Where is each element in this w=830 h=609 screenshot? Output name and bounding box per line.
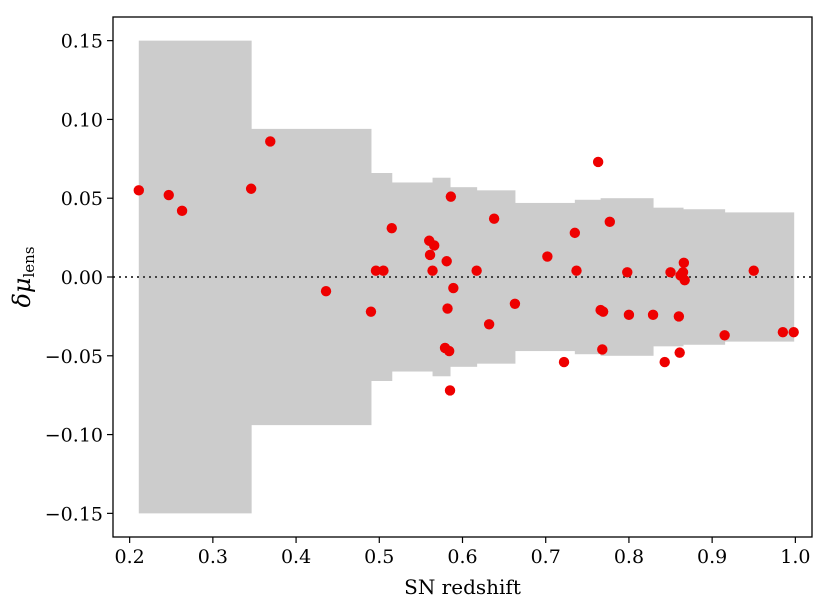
data-point [444, 385, 456, 396]
y-tick-label: 0.10 [61, 109, 103, 131]
data-point [483, 319, 495, 330]
x-tick-label: 0.8 [614, 546, 644, 568]
data-point [320, 285, 332, 297]
data-point [429, 240, 440, 251]
data-point [673, 311, 685, 322]
sn-data-points [133, 136, 799, 396]
data-point [133, 185, 144, 196]
data-point [442, 303, 453, 314]
y-tick-label: 0.15 [61, 31, 103, 53]
data-point [488, 213, 500, 224]
data-point [777, 326, 789, 338]
band-segment [370, 173, 393, 381]
data-point [569, 227, 581, 239]
x-tick-label: 0.3 [198, 546, 228, 568]
data-point [443, 345, 455, 357]
x-tick-label: 0.7 [531, 546, 561, 568]
y-axis-ticks: −0.15 −0.10 −0.05 0.00 0.05 0.10 0.15 [45, 31, 113, 525]
data-point [678, 257, 690, 269]
band-segment [450, 187, 478, 367]
data-point [245, 183, 257, 194]
data-point [265, 136, 276, 147]
data-point [542, 251, 553, 262]
y-axis-label-subscript: lens [20, 246, 38, 277]
y-tick-label: −0.05 [45, 346, 103, 368]
data-point [509, 298, 521, 309]
data-point [471, 265, 482, 276]
data-point [386, 222, 397, 234]
data-point [163, 189, 174, 201]
data-point [748, 265, 759, 276]
x-tick-label: 0.5 [364, 546, 394, 568]
data-point [445, 191, 457, 202]
data-point [719, 330, 730, 341]
data-point [647, 309, 659, 321]
x-tick-label: 0.2 [115, 546, 145, 568]
data-point [597, 306, 609, 317]
x-axis-ticks: 0.2 0.3 0.4 0.5 0.6 0.7 0.8 0.9 1.0 [115, 537, 810, 568]
data-point [788, 326, 799, 338]
x-axis-label: SN redshift [404, 575, 521, 599]
y-axis-label-main: δμ [8, 278, 36, 308]
y-tick-label: 0.05 [61, 188, 103, 210]
data-point [571, 265, 582, 276]
band-segment [724, 212, 795, 342]
band-segment [432, 177, 451, 377]
y-tick-label: 0.00 [61, 267, 103, 289]
data-point [378, 265, 389, 276]
data-point [623, 309, 635, 321]
data-point [592, 156, 604, 168]
data-point [597, 344, 608, 355]
y-tick-label: −0.15 [45, 503, 103, 525]
data-point [604, 216, 615, 228]
x-tick-label: 1.0 [780, 546, 810, 568]
data-point [679, 274, 690, 286]
data-point [677, 267, 689, 278]
band-segment [138, 40, 252, 514]
x-tick-label: 0.4 [281, 546, 311, 568]
y-axis-label: δμlens [8, 246, 38, 307]
data-point [448, 282, 459, 294]
data-point [424, 249, 436, 261]
data-point [441, 256, 452, 267]
data-point [365, 306, 377, 317]
data-point [665, 267, 676, 278]
data-point [558, 356, 570, 368]
x-tick-label: 0.9 [697, 546, 727, 568]
data-point [674, 347, 685, 358]
y-tick-label: −0.10 [45, 425, 103, 447]
data-point [427, 265, 438, 276]
data-point [622, 267, 633, 278]
data-point [176, 205, 188, 217]
data-point [370, 265, 382, 276]
x-tick-label: 0.6 [447, 546, 477, 568]
data-point [659, 356, 670, 368]
